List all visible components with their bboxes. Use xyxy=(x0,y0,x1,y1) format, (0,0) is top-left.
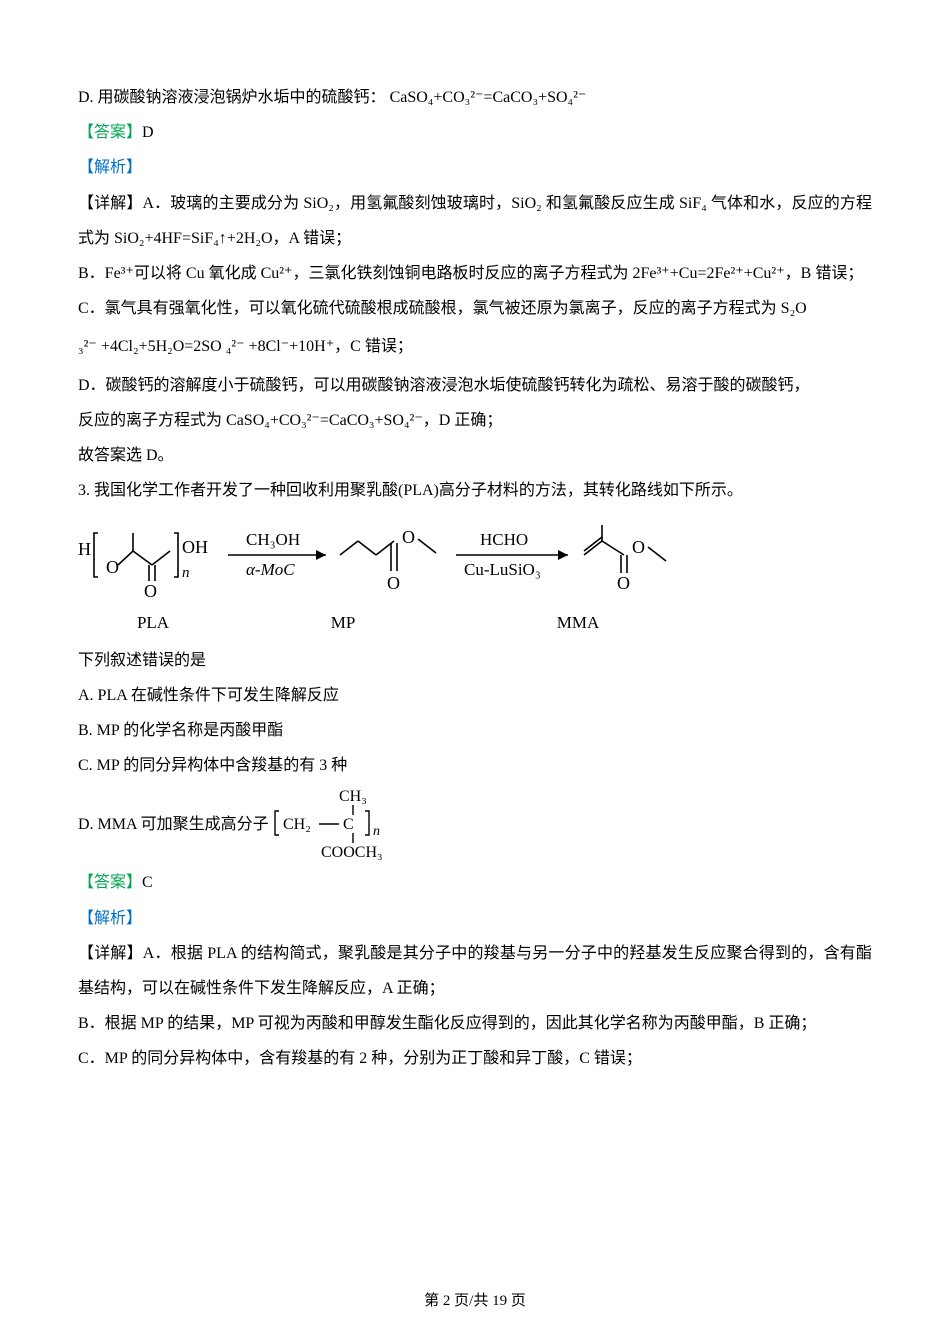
label-mp: MP xyxy=(228,613,458,633)
scheme-O2: O xyxy=(144,581,157,601)
q3-stem: 3. 我国化学工作者开发了一种回收利用聚乳酸(PLA)高分子材料的方法，其转化路… xyxy=(78,473,872,508)
q2-option-d: D. 用碳酸钠溶液浸泡锅炉水垢中的硫酸钙： CaSO₄+CO₃²⁻=CaCO₃+… xyxy=(78,80,872,115)
poly-ch2: CH₂ xyxy=(283,816,311,833)
q2-detail-c2: ₃²⁻ +4Cl₂+5H₂O=2SO ₄²⁻ +8Cl⁻+10H⁺，C 错误； xyxy=(78,326,872,368)
poly-n: n xyxy=(373,824,380,839)
q2-answer-value: D xyxy=(142,124,154,141)
label-mma: MMA xyxy=(458,613,698,633)
q3-det-a-text: A．根据 PLA 的结构简式，聚乳酸是其分子中的羧基与另一分子中的羟基发生反应聚… xyxy=(78,945,872,997)
q2-detail-a-text: A．玻璃的主要成分为 SiO₂，用氢氟酸刻蚀玻璃时，SiO₂ 和氢氟酸反应生成 … xyxy=(78,195,872,247)
q2-option-d-eq: CaSO₄+CO₃²⁻=CaCO₃+SO₄²⁻ xyxy=(390,89,587,106)
polymer-structure: CH₃ CH₂ C n COOCH₃ xyxy=(269,787,419,861)
q2-analysis-label: 【解析】 xyxy=(78,150,872,185)
answer-label: 【答案】 xyxy=(78,124,142,141)
q3-option-d-prefix: D. MMA 可加聚生成高分子 xyxy=(78,807,269,842)
arrow2-bot: Cu-LuSiO₃ xyxy=(464,560,541,579)
scheme-OH: OH xyxy=(182,537,208,557)
q3-option-a: A. PLA 在碱性条件下可发生降解反应 xyxy=(78,678,872,713)
q2-detail-b: B．Fe³⁺可以将 Cu 氧化成 Cu²⁺，三氯化铁刻蚀铜电路板时反应的离子方程… xyxy=(78,256,872,291)
page: D. 用碳酸钠溶液浸泡锅炉水垢中的硫酸钙： CaSO₄+CO₃²⁻=CaCO₃+… xyxy=(0,0,950,1344)
q3-detail-b: B．根据 MP 的结果，MP 可视为丙酸和甲醇发生酯化反应得到的，因此其化学名称… xyxy=(78,1006,872,1041)
q2-final: 故答案选 D。 xyxy=(78,438,872,473)
q2-answer: 【答案】D xyxy=(78,115,872,150)
q2-detail-d2-eq: CaSO₄+CO₃²⁻=CaCO₃+SO₄²⁻ xyxy=(226,412,423,429)
q2-detail-d2-suffix: ，D 正确； xyxy=(423,412,503,429)
reaction-scheme: H O O OH n CH₃OH xyxy=(78,515,718,633)
analysis-label: 【解析】 xyxy=(78,159,142,176)
mp-o-link: O xyxy=(402,527,415,547)
q3-detail-a: 【详解】A．根据 PLA 的结构简式，聚乳酸是其分子中的羧基与另一分子中的羟基发… xyxy=(78,936,872,1006)
poly-ch3: CH₃ xyxy=(339,788,367,805)
q3-answer-value: C xyxy=(142,874,153,891)
page-footer: 第 2 页/共 19 页 xyxy=(0,1289,950,1310)
poly-cooch3: COOCH₃ xyxy=(321,844,383,861)
detail-label: 【详解】 xyxy=(78,195,142,212)
scheme-labels: PLA MP MMA xyxy=(78,613,718,633)
q2-option-d-text: D. 用碳酸钠溶液浸泡锅炉水垢中的硫酸钙： xyxy=(78,89,386,106)
detail-label: 【详解】 xyxy=(78,945,143,962)
q3-detail-c: C．MP 的同分异构体中，含有羧基的有 2 种，分别为正丁酸和异丁酸，C 错误； xyxy=(78,1041,872,1076)
q3-option-d: D. MMA 可加聚生成高分子 CH₃ CH₂ C n COOCH₃ xyxy=(78,783,872,865)
q2-detail-a: 【详解】A．玻璃的主要成分为 SiO₂，用氢氟酸刻蚀玻璃时，SiO₂ 和氢氟酸反… xyxy=(78,186,872,256)
q2-detail-d2-prefix: 反应的离子方程式为 xyxy=(78,412,222,429)
q3-analysis-label: 【解析】 xyxy=(78,901,872,936)
arrow1-top: CH₃OH xyxy=(246,530,300,549)
q3-option-c: C. MP 的同分异构体中含羧基的有 3 种 xyxy=(78,748,872,783)
mma-o-dbl: O xyxy=(617,573,630,593)
q3-prompt: 下列叙述错误的是 xyxy=(78,643,872,678)
arrow2-top: HCHO xyxy=(480,530,528,549)
q2-detail-d2: 反应的离子方程式为 CaSO₄+CO₃²⁻=CaCO₃+SO₄²⁻，D 正确； xyxy=(78,403,872,438)
analysis-label: 【解析】 xyxy=(78,910,142,927)
scheme-n: n xyxy=(182,565,190,581)
label-pla: PLA xyxy=(78,613,228,633)
scheme-H: H xyxy=(78,539,91,559)
q2-detail-d1: D．碳酸钙的溶解度小于硫酸钙，可以用碳酸钠溶液浸泡水垢使硫酸钙转化为疏松、易溶于… xyxy=(78,368,872,403)
mp-o-dbl: O xyxy=(387,573,400,593)
q3-answer: 【答案】C xyxy=(78,865,872,900)
q3-option-b: B. MP 的化学名称是丙酸甲酯 xyxy=(78,713,872,748)
poly-c: C xyxy=(343,816,354,833)
answer-label: 【答案】 xyxy=(78,874,142,891)
scheme-O1: O xyxy=(106,557,119,577)
mma-o-link: O xyxy=(632,537,645,557)
arrow1-bot: α-MoC xyxy=(246,560,295,579)
q2-detail-c1: C．氯气具有强氧化性，可以氧化硫代硫酸根成硫酸根，氯气被还原为氯离子，反应的离子… xyxy=(78,291,872,326)
